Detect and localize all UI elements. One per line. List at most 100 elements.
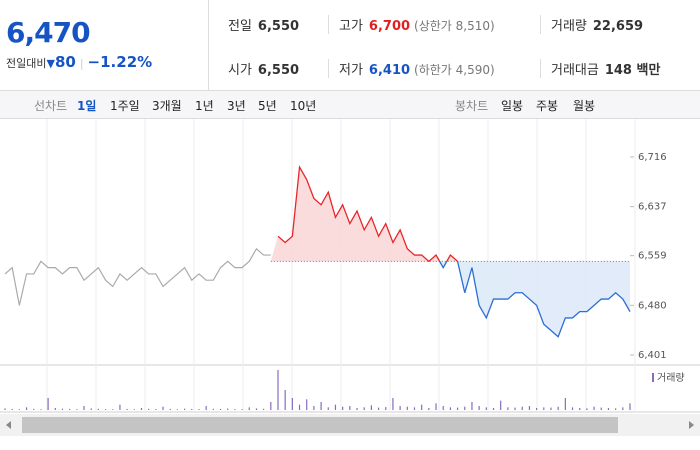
volume-bar (298, 404, 301, 410)
volume-bar (327, 407, 329, 410)
volume-bar (4, 408, 6, 410)
volume-bar (464, 406, 466, 410)
tab[interactable]: 3개월 (152, 99, 182, 113)
down-arrow: ▼ (46, 57, 55, 70)
quote-header: 6,470 전일대비▼80 | −1.22% 전일 6,550 고가 6,700 (상한가… (0, 0, 700, 91)
tab[interactable]: 10년 (290, 99, 317, 113)
tab[interactable]: 주봉 (536, 99, 559, 113)
volume-bar (406, 406, 408, 410)
volume-bar (104, 409, 107, 410)
volume-bar (33, 408, 35, 410)
tab-group-label: 봉차트 (455, 99, 489, 113)
volume-bar (622, 407, 624, 410)
volume-bar (112, 409, 114, 410)
stat-value: 22,659 (592, 19, 644, 34)
volume-bar (40, 409, 42, 410)
change-rate: −1.22% (87, 53, 153, 71)
stat: 거래량 22,659 (540, 15, 643, 34)
volume-bar (320, 402, 322, 410)
volume-bar (370, 405, 372, 410)
volume-bar (133, 409, 135, 410)
volume-bar (306, 399, 308, 410)
volume-bar (471, 402, 473, 410)
volume-bar (399, 406, 401, 410)
volume-bar (270, 402, 272, 410)
stat-label: 고가 (339, 19, 363, 34)
volume-bar (392, 398, 394, 410)
volume-bar (140, 408, 143, 410)
tab[interactable]: 일봉 (501, 99, 524, 113)
volume-bar (126, 408, 128, 410)
scrollbar-thumb[interactable] (22, 417, 618, 433)
volume-bar (571, 407, 574, 410)
volume-bar (507, 407, 509, 410)
tab[interactable]: 3년 (227, 99, 246, 113)
volume-bar (485, 407, 487, 410)
volume-bar (191, 408, 193, 410)
volume-bar (456, 407, 459, 410)
stat-value: 6,410 (368, 63, 411, 78)
volume-bar (169, 408, 171, 410)
volume-bar (579, 408, 581, 410)
area-fill (270, 167, 630, 337)
volume-bar (241, 409, 243, 410)
y-tick-label: 6,401 (638, 350, 667, 361)
volume-bar (198, 409, 200, 410)
price-line (277, 164, 631, 338)
volume-bar (521, 406, 523, 410)
volume-bar (377, 407, 380, 410)
volume-bar (212, 408, 214, 410)
legend-swatch (652, 373, 654, 382)
tab[interactable]: 1주일 (110, 99, 140, 113)
stat: 고가 6,700 (상한가 8,510) (328, 15, 495, 34)
volume-bar (155, 409, 157, 410)
volume-bar (284, 390, 286, 410)
tab[interactable]: 1일 (77, 99, 97, 113)
volume-bar (234, 409, 236, 410)
stat-label: 거래량 (551, 19, 587, 34)
stat-value: 6,700 (368, 19, 411, 34)
change-label: 전일대비 (6, 57, 47, 70)
tab[interactable]: 월봉 (573, 99, 596, 113)
volume-bar (428, 408, 430, 410)
stat: 거래대금 148 백만 (540, 59, 660, 78)
volume-bar (83, 406, 85, 410)
quote-box: 6,470 전일대비▼80 | −1.22% (0, 0, 209, 90)
volume-bar (255, 408, 258, 410)
volume-bar (54, 408, 56, 410)
volume-bar (543, 407, 545, 410)
stat-label: 시가 (228, 63, 252, 78)
volume-bar (61, 408, 64, 410)
volume-bar (478, 406, 480, 410)
volume-bar (162, 406, 164, 410)
y-tick-label: 6,716 (638, 152, 667, 163)
prev-line (4, 247, 271, 306)
volume-bar (421, 404, 423, 410)
volume-bar (356, 408, 358, 410)
volume-bar (263, 408, 265, 410)
stat: 저가 6,410 (하한가 4,590) (328, 59, 495, 78)
volume-bar (183, 408, 186, 410)
volume-bar (25, 407, 28, 410)
volume-bar (69, 408, 71, 410)
scroll-left[interactable] (6, 421, 11, 429)
volume-bar (449, 407, 452, 410)
volume-bar (97, 408, 99, 410)
volume-bar (248, 407, 250, 410)
volume-bar (342, 406, 344, 410)
stat-label: 전일 (228, 19, 252, 34)
volume-bar (385, 407, 387, 410)
volume-bar (557, 406, 559, 410)
stat-value: 6,550 (257, 63, 300, 78)
tab[interactable]: 1년 (195, 99, 214, 113)
volume-bar (219, 408, 222, 410)
volume-bar (615, 408, 617, 410)
stat: 시가 6,550 (228, 59, 299, 78)
tab[interactable]: 5년 (258, 99, 277, 113)
volume-bar (205, 406, 207, 410)
volume-bar (11, 408, 13, 410)
scroll-right[interactable] (689, 421, 694, 429)
stat-note: (상한가 8,510) (414, 19, 495, 33)
